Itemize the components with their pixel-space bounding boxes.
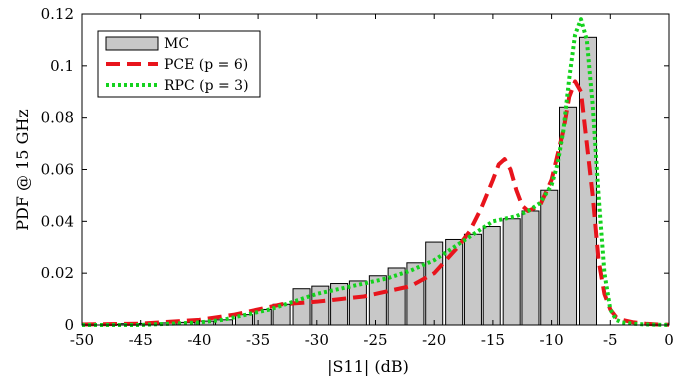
y-tick-label: 0.08 — [41, 109, 74, 127]
y-tick-label: 0.04 — [41, 212, 74, 230]
mc-bar — [348, 280, 367, 326]
x-tick-label: -15 — [481, 331, 505, 349]
mc-bar — [578, 36, 597, 326]
x-tick-labels: -50 -45 -40 -35 -30 -25 -20 -15 -10 -5 0 — [70, 331, 674, 349]
pce-line — [81, 79, 670, 327]
y-tick-label: 0.02 — [41, 264, 74, 282]
y-tick-label: 0.12 — [41, 5, 74, 23]
x-tick-label: -30 — [305, 331, 329, 349]
y-tick-label: 0 — [64, 316, 74, 334]
mc-bar — [425, 241, 444, 326]
x-tick-label: -45 — [129, 331, 153, 349]
lines-layer — [81, 17, 670, 327]
x-tick-label: 0 — [664, 331, 674, 349]
mc-bar — [540, 189, 559, 326]
rpc-line — [82, 17, 670, 327]
legend-label-mc: MC — [164, 36, 189, 52]
x-tick-label: -10 — [540, 331, 564, 349]
x-tick-label: -40 — [187, 331, 211, 349]
x-tick-label: -35 — [246, 331, 270, 349]
x-tick-label: -50 — [70, 331, 94, 349]
mc-bar — [406, 262, 425, 326]
ticks-layer — [81, 13, 670, 326]
y-tick-label: 0.06 — [41, 161, 74, 179]
y-tick-label: 0.1 — [50, 57, 74, 75]
legend: MC PCE (p = 6) RPC (p = 3) — [97, 30, 261, 98]
legend-label-pce: PCE (p = 6) — [164, 57, 248, 73]
mc-bar — [502, 218, 521, 326]
mc-bar — [463, 233, 482, 326]
mc-bar — [292, 288, 311, 326]
x-tick-label: -5 — [603, 331, 618, 349]
y-axis-label: PDF @ 15 GHz — [13, 109, 32, 230]
y-tick-labels: 0 0.02 0.04 0.06 0.08 0.1 0.12 — [41, 5, 74, 334]
mc-bar — [482, 226, 501, 326]
legend-label-rpc: RPC (p = 3) — [164, 78, 249, 94]
mc-bar — [215, 319, 234, 326]
mc-bar — [521, 210, 540, 326]
x-tick-label: -25 — [363, 331, 387, 349]
legend-swatch-mc — [105, 36, 159, 51]
x-tick-label: -20 — [422, 331, 446, 349]
mc-bar — [330, 283, 349, 326]
x-axis-label: |S11| (dB) — [327, 357, 409, 376]
